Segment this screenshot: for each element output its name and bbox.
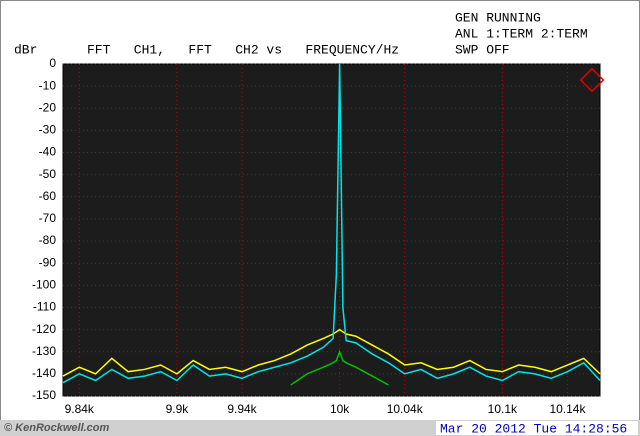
chart-title: FFT CH1, FFT CH2 vs FREQUENCY/Hz — [87, 42, 399, 57]
y-tick-label: -120 — [32, 322, 56, 336]
x-tick-label: 10.04k — [387, 402, 424, 416]
status-line: SWP OFF — [455, 42, 510, 57]
spectrum-line — [62, 328, 601, 377]
status-line: GEN RUNNING — [455, 10, 541, 25]
y-tick-label: -150 — [32, 388, 56, 402]
y-tick-label: 0 — [49, 56, 56, 70]
x-tick-label: 9.9k — [166, 402, 190, 416]
y-tick-label: -50 — [39, 167, 57, 181]
y-tick-label: -60 — [39, 189, 57, 203]
timestamp: Mar 20 2012 Tue 14:28:56 — [440, 421, 627, 436]
status-line: ANL 1:TERM 2:TERM — [455, 26, 588, 41]
x-tick-label: 9.84k — [65, 402, 95, 416]
plot-background — [62, 63, 601, 397]
y-tick-label: -100 — [32, 278, 56, 292]
spectrum-line — [290, 349, 389, 386]
y-tick-label: -30 — [39, 123, 57, 137]
x-tick-label: 9.94k — [227, 402, 257, 416]
logo-diamond — [579, 67, 605, 93]
logo — [579, 67, 605, 93]
y-tick-label: -10 — [39, 78, 57, 92]
y-tick-label: -40 — [39, 145, 57, 159]
y-axis-label: dBr — [14, 42, 37, 57]
y-tick-label: -80 — [39, 233, 57, 247]
y-tick-label: -110 — [33, 300, 56, 314]
timestamp-box — [436, 421, 638, 435]
y-tick-label: -140 — [32, 366, 56, 380]
x-tick-label: 10k — [330, 402, 350, 416]
y-tick-label: -20 — [39, 100, 57, 114]
y-tick-label: -70 — [39, 211, 57, 225]
y-tick-label: -130 — [32, 344, 56, 358]
x-tick-label: 10.1k — [488, 402, 518, 416]
x-tick-label: 10.14k — [549, 402, 586, 416]
spectrum-line — [62, 63, 601, 384]
y-tick-label: -90 — [39, 255, 57, 269]
plot: 0 -10 -20 -30 -40 -50 -60 -70 -80 -90 -100 -110 -120… — [32, 56, 601, 416]
watermark: © KenRockwell.com — [4, 422, 110, 434]
